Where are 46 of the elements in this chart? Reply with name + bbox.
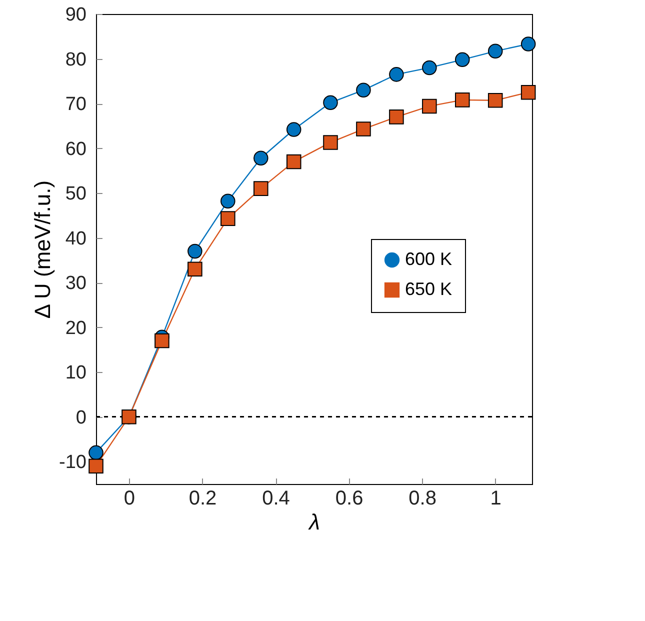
y-tick-label: 90 (65, 4, 86, 26)
point (188, 244, 202, 259)
point (220, 194, 236, 208)
point (88, 445, 104, 460)
point (422, 60, 437, 76)
x-tick-label: 0.8 (408, 488, 436, 510)
point (154, 333, 170, 348)
y-tick-label: -10 (59, 452, 86, 474)
point (422, 98, 437, 114)
x-tick-label: 0.2 (188, 488, 217, 510)
point (286, 154, 302, 170)
y-axis-title: Δ U (meV/f.u.) (30, 180, 56, 319)
point (253, 181, 268, 196)
y-tick-label: 60 (65, 138, 86, 160)
x-tick-label: 1 (490, 488, 502, 510)
point (520, 36, 536, 52)
x-tick-label: 0 (124, 488, 136, 510)
x-tick-label: 0.4 (262, 488, 290, 510)
point (88, 458, 104, 474)
x-tick-label: 0.6 (335, 488, 364, 510)
point (220, 211, 236, 226)
point (488, 93, 503, 108)
point (389, 110, 404, 124)
y-tick-label: 40 (65, 228, 86, 250)
y-tick-label: 0 (76, 407, 86, 428)
point (454, 92, 470, 108)
y-tick-label: 20 (65, 318, 86, 339)
point (488, 44, 503, 59)
legend-label: 650 K (405, 279, 452, 299)
point (356, 122, 371, 136)
x-axis-title: λ (308, 510, 320, 534)
y-tick-label: 10 (65, 362, 86, 384)
y-tick-label: 50 (65, 184, 86, 205)
point (454, 52, 470, 68)
point (323, 95, 338, 110)
point (389, 67, 404, 82)
y-tick-label: 80 (65, 49, 86, 70)
point (356, 82, 371, 98)
y-tick-label: 70 (65, 94, 86, 116)
point (323, 135, 338, 150)
legend-label: 600 K (405, 249, 452, 269)
y-tick-label: 30 (65, 273, 86, 294)
point (520, 84, 536, 100)
point (188, 262, 202, 277)
point (286, 122, 302, 137)
point (253, 150, 268, 166)
